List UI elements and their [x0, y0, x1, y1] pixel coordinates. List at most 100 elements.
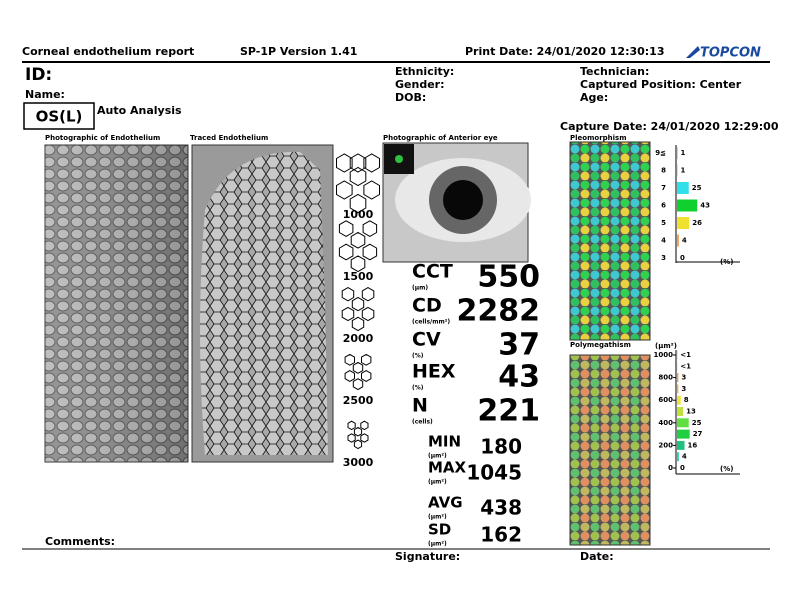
row-label: 9≦ [655, 149, 666, 157]
y-tick-label: 1000 [654, 351, 674, 359]
polymegathism-image [569, 354, 651, 546]
bar [677, 407, 684, 416]
axis-unit: (µm²) [655, 342, 677, 350]
date: Date: [580, 550, 614, 563]
value-label: 0 [680, 254, 685, 262]
bar [677, 373, 679, 383]
id-label: ID: [25, 65, 52, 85]
hex-icon [336, 153, 380, 214]
stat-unit: (µm²) [428, 541, 447, 548]
gender: Gender: [395, 78, 444, 91]
metric-value: 550 [477, 260, 540, 295]
hex-icon [338, 220, 378, 273]
metric-unit: (µm) [412, 285, 428, 292]
y-tick-label: 0 [668, 464, 673, 472]
row-label: 6 [661, 202, 666, 210]
stat-name: SD [428, 521, 451, 539]
eye-box [23, 102, 95, 130]
value-label: 1 [680, 149, 685, 157]
traced-cells [200, 151, 328, 455]
pupil [443, 180, 483, 220]
bar [677, 384, 679, 394]
y-tick-label: 400 [658, 419, 673, 427]
metric-unit: (cells) [412, 419, 433, 426]
metric-value: 221 [477, 394, 540, 429]
value-label: <1 [680, 351, 691, 359]
comments: Comments: [45, 535, 115, 548]
name-label: Name: [25, 88, 65, 101]
panel-label: Photographic of Endothelium [45, 134, 160, 142]
value-label: 16 [688, 441, 698, 449]
logo-mark [686, 46, 700, 58]
stat-unit: (µm²) [428, 514, 447, 521]
logo: TOPCON [700, 46, 761, 61]
bar [677, 199, 698, 212]
ethnicity: Ethnicity: [395, 65, 454, 78]
density-label: 3000 [343, 456, 374, 469]
print-date: Print Date: 24/01/2020 12:30:13 [465, 45, 665, 58]
stat-name: MAX [428, 459, 467, 477]
value-label: <1 [680, 362, 691, 370]
metric-name: CCT [412, 261, 453, 283]
bar [677, 395, 681, 405]
axis-unit: (%) [720, 465, 733, 473]
metric-name: CD [412, 295, 442, 317]
bar [677, 217, 690, 229]
value-label: 13 [686, 408, 696, 416]
density-label: 1500 [343, 270, 374, 283]
value-label: 3 [681, 374, 686, 382]
metric-name: HEX [412, 361, 456, 383]
hex-icon [344, 353, 372, 391]
stat-unit: (µm²) [428, 479, 447, 486]
y-tick-label: 800 [658, 374, 673, 382]
value-label: 26 [692, 219, 702, 227]
value-label: 0 [680, 464, 685, 472]
image-shade [45, 145, 188, 462]
stat-name: AVG [428, 494, 463, 512]
row-label: 3 [661, 254, 666, 262]
row-label: 8 [661, 167, 666, 175]
value-label: 8 [684, 396, 689, 404]
density-label: 2500 [343, 394, 374, 407]
stat-unit: (µm²) [428, 453, 447, 460]
hex-icon [347, 420, 369, 450]
density-label: 1000 [343, 208, 374, 221]
bar [677, 452, 679, 462]
pleomorphism-image [569, 141, 651, 341]
signature: Signature: [395, 550, 460, 563]
hex-icon [341, 287, 375, 332]
metric-name: N [412, 395, 428, 417]
panel-label: Photographic of Anterior eye [383, 134, 498, 142]
metric-value: 43 [498, 360, 540, 395]
y-tick-label: 200 [658, 441, 673, 449]
density-label: 2000 [343, 332, 374, 345]
inset-dot [395, 155, 403, 163]
metric-value: 2282 [457, 294, 541, 329]
bar [677, 418, 689, 428]
value-label: 4 [682, 237, 687, 245]
value-label: 27 [693, 430, 703, 438]
axis-unit: (%) [720, 258, 733, 266]
stat-value: 438 [480, 496, 522, 520]
panel-label: Traced Endothelium [190, 134, 268, 142]
age: Age: [580, 91, 608, 104]
bar [677, 234, 679, 247]
value-label: 25 [692, 184, 702, 192]
row-label: 7 [661, 184, 666, 192]
metric-name: CV [412, 329, 441, 351]
y-tick-label: 600 [658, 396, 673, 404]
value-label: 3 [681, 385, 686, 393]
row-label: 4 [661, 237, 666, 245]
metric-unit: (%) [412, 385, 424, 392]
position: Captured Position: Center [580, 78, 742, 91]
metric-unit: (%) [412, 353, 424, 360]
mode: Auto Analysis [97, 104, 182, 117]
panel-label: Polymegathism [570, 341, 631, 349]
technician: Technician: [580, 65, 649, 78]
stat-value: 1045 [466, 461, 522, 485]
version: SP-1P Version 1.41 [240, 45, 357, 58]
value-label: 4 [682, 453, 687, 461]
capture-date: Capture Date: 24/01/2020 12:29:00 [560, 120, 779, 133]
stat-value: 162 [480, 523, 522, 547]
